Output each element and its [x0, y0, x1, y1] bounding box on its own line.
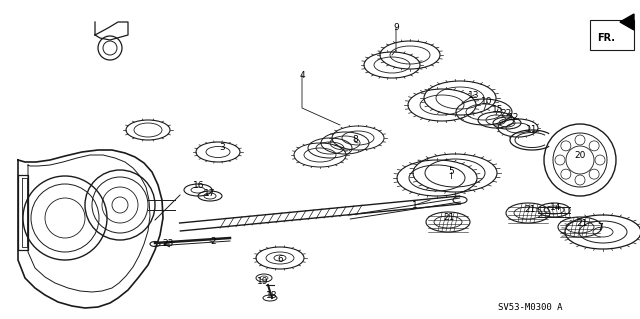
- Text: 8: 8: [352, 136, 358, 145]
- Text: 20: 20: [574, 151, 586, 160]
- Text: 6: 6: [277, 256, 283, 264]
- Text: 17: 17: [204, 189, 216, 198]
- Text: 5: 5: [448, 167, 454, 176]
- Text: 10: 10: [481, 98, 493, 107]
- Text: 21: 21: [576, 219, 588, 228]
- Text: 21: 21: [524, 205, 536, 214]
- Text: 9: 9: [393, 24, 399, 33]
- Text: 12: 12: [508, 113, 520, 122]
- Text: 1: 1: [412, 201, 418, 210]
- Text: 13: 13: [468, 91, 480, 100]
- Text: 18: 18: [266, 292, 278, 300]
- Text: 14: 14: [550, 204, 562, 212]
- Text: 21: 21: [444, 213, 454, 222]
- Text: 4: 4: [299, 70, 305, 79]
- Text: 7: 7: [597, 224, 603, 233]
- Text: 3: 3: [219, 144, 225, 152]
- Text: 23: 23: [163, 239, 173, 248]
- Polygon shape: [620, 14, 634, 30]
- Text: 11: 11: [526, 125, 538, 135]
- Text: SV53-M0300 A: SV53-M0300 A: [498, 303, 563, 313]
- Text: 2: 2: [210, 238, 216, 247]
- Text: 19: 19: [257, 278, 269, 286]
- Bar: [590, 20, 634, 50]
- Text: 22: 22: [500, 108, 511, 117]
- Text: FR.: FR.: [597, 33, 615, 43]
- Text: 16: 16: [193, 182, 205, 190]
- Text: 15: 15: [492, 105, 504, 114]
